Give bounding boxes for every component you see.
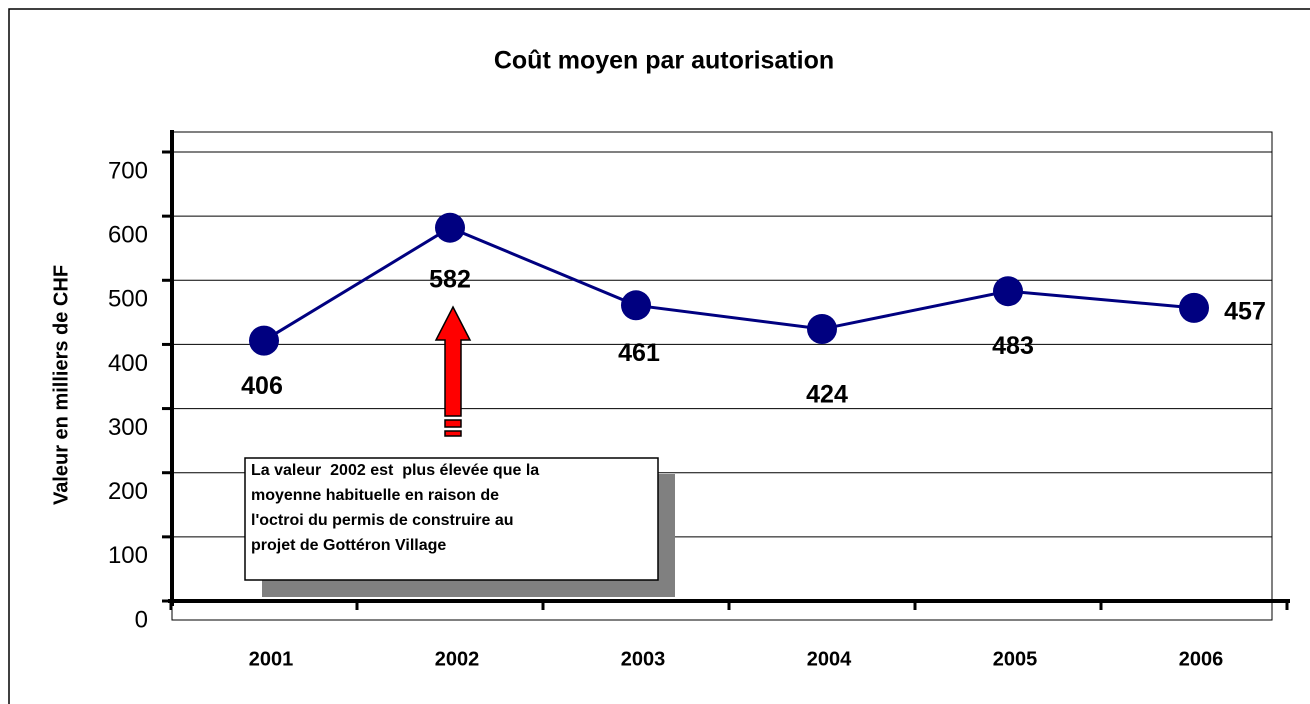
- annotation-line: l'octroi du permis de construire au: [251, 512, 514, 529]
- chart-title: Coût moyen par autorisation: [494, 47, 834, 75]
- point: [435, 212, 465, 243]
- annotation-arrow: [434, 305, 472, 437]
- y-tick-label: 100: [108, 542, 148, 569]
- point: [621, 290, 651, 321]
- annotation-text: La valeur 2002 est plus élevée que la moy…: [251, 462, 539, 554]
- y-axis-title: Valeur en milliers de CHF: [50, 265, 72, 505]
- annotation-line: moyenne habituelle en raison de: [251, 487, 499, 504]
- x-tick-label: 2005: [993, 648, 1038, 670]
- data-label: 582: [429, 265, 471, 293]
- point: [249, 325, 279, 356]
- y-tick-label: 500: [108, 286, 148, 313]
- point: [1179, 292, 1209, 323]
- point: [807, 314, 837, 345]
- annotation-box: [244, 457, 659, 581]
- y-tick-label: 700: [108, 157, 148, 184]
- y-tick-label: 600: [108, 221, 148, 248]
- series-line: [263, 226, 1195, 342]
- y-tick-label: 0: [135, 606, 148, 633]
- marks: 406 582 461 424 483 457: [241, 212, 1266, 409]
- x-tick-label: 2003: [621, 648, 666, 670]
- data-label: 461: [618, 339, 660, 367]
- y-tick-label: 400: [108, 350, 148, 377]
- annotation-line: projet de Gottéron Village: [251, 537, 446, 554]
- x-tick-label: 2002: [435, 648, 480, 670]
- data-label: 483: [992, 332, 1034, 360]
- annotation-line: La valeur 2002 est plus élevée que la: [251, 462, 539, 479]
- x-tick-label: 2006: [1179, 648, 1224, 670]
- data-label: 457: [1224, 297, 1266, 325]
- y-tick-label: 300: [108, 414, 148, 441]
- x-tick-label: 2004: [807, 648, 852, 670]
- point: [993, 276, 1023, 307]
- grid: 0 100 200 300 400 500 600 700 2001 2002 2003 2004 20…: [108, 130, 1290, 670]
- y-tick-label: 200: [108, 478, 148, 505]
- x-tick-label: 2001: [249, 648, 294, 670]
- data-label: 424: [806, 381, 848, 409]
- data-label: 406: [241, 372, 283, 400]
